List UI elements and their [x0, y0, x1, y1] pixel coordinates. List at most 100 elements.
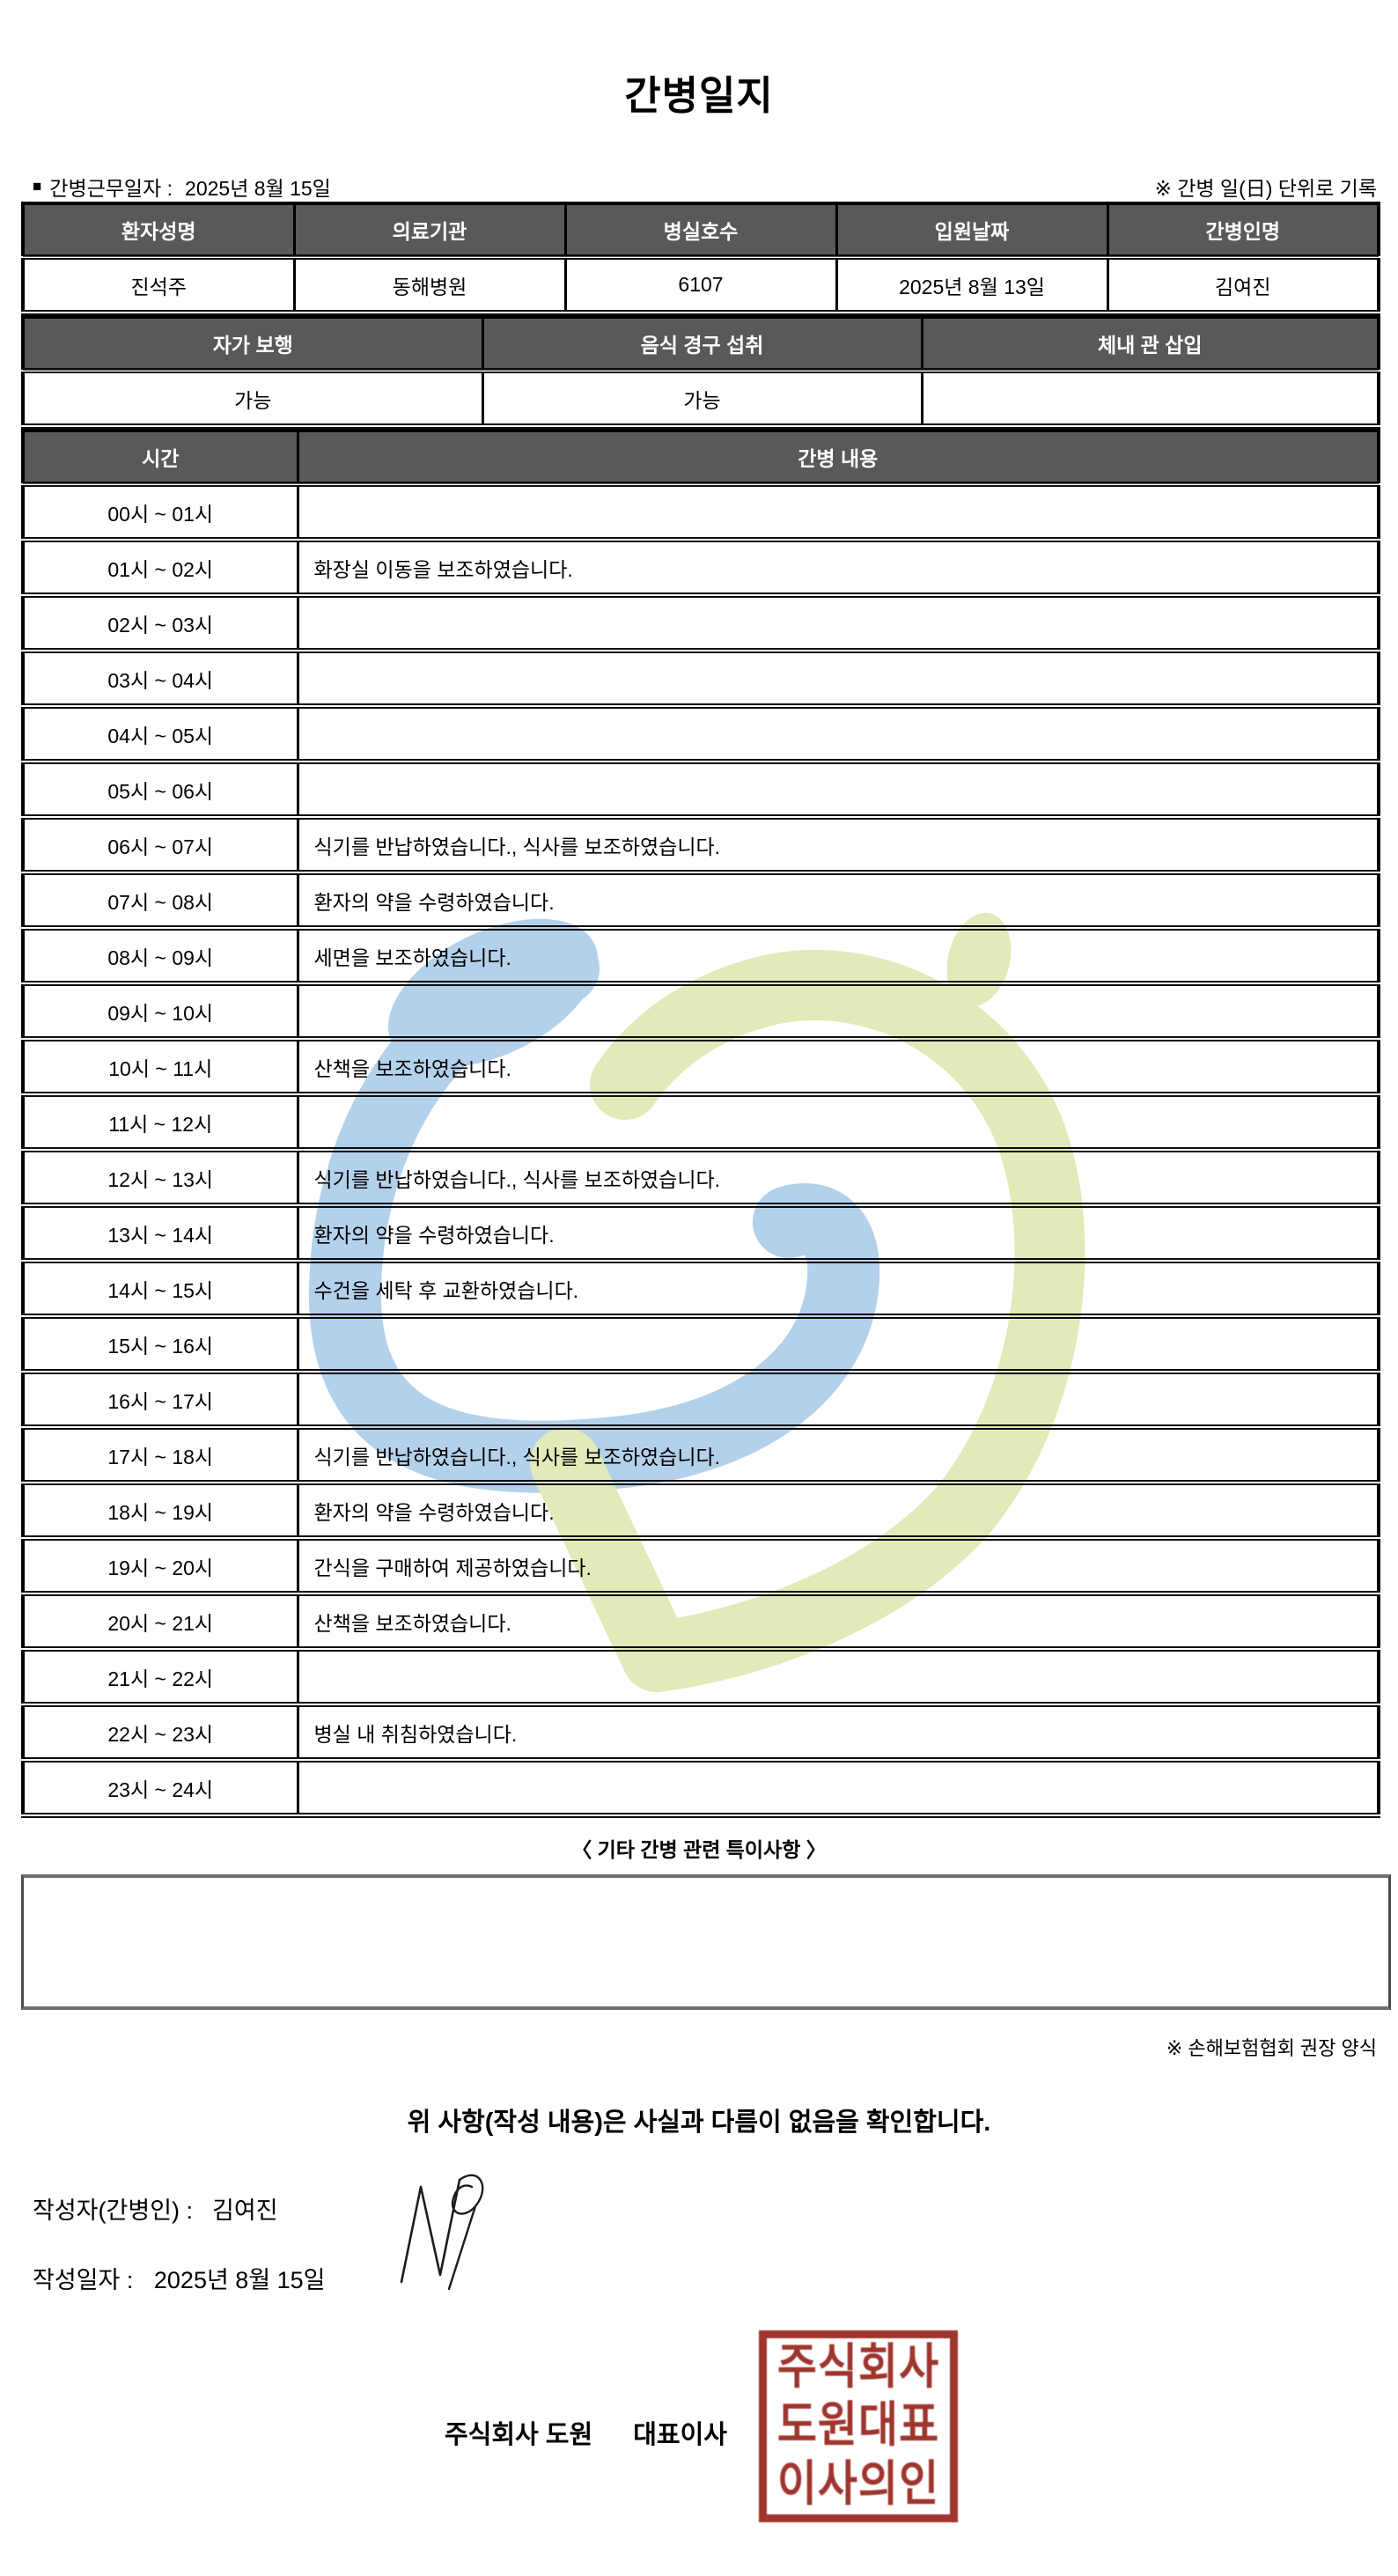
care-content: 환자의 약을 수령하였습니다.	[296, 1203, 1380, 1263]
unit-note: ※ 간병 일(日) 단위로 기록	[1154, 177, 1377, 200]
care-content: 식기를 반납하였습니다., 식사를 보조하였습니다.	[296, 815, 1380, 875]
care-content	[296, 1370, 1380, 1430]
page-title: 간병일지	[624, 73, 774, 118]
timesheet-row: 02시 ~ 03시	[21, 593, 1380, 653]
care-content: 식기를 반납하였습니다., 식사를 보조하였습니다.	[296, 1148, 1380, 1208]
care-content	[296, 593, 1380, 653]
writer-label: 작성자(간병인) :	[33, 2197, 194, 2224]
timesheet-row: 18시 ~ 19시 환자의 약을 수령하였습니다.	[21, 1481, 1380, 1541]
time-range: 23시 ~ 24시	[21, 1758, 299, 1818]
medical-institution-value: 동해병원	[292, 255, 567, 315]
time-range: 14시 ~ 15시	[21, 1259, 299, 1319]
admission-date-value: 2025년 8월 13일	[835, 255, 1109, 315]
timesheet-row: 11시 ~ 12시	[21, 1093, 1380, 1152]
seal-text-row: 도원대표	[776, 2399, 940, 2453]
condition-table: 자가 보행 음식 경구 섭취 체내 관 삽입 가능 가능	[21, 315, 1380, 429]
timesheet-body: 00시 ~ 01시 01시 ~ 02시 화장실 이동을 보조하였습니다. 02시…	[21, 482, 1380, 1818]
time-range: 15시 ~ 16시	[21, 1314, 299, 1374]
care-content	[296, 649, 1380, 709]
patient-info-table: 환자성명 의료기관 병실호수 입원날짜 간병인명 진석주 동해병원 6107 2…	[21, 202, 1380, 315]
timesheet-row: 23시 ~ 24시	[21, 1758, 1380, 1818]
writer-line: 작성자(간병인) : 김여진	[33, 2191, 1398, 2226]
special-notes-box	[21, 1874, 1391, 2010]
duty-date-label: 간병근무일자 :	[49, 177, 173, 200]
oral-intake-value: 가능	[481, 369, 923, 429]
care-content	[296, 704, 1380, 764]
timesheet-row: 09시 ~ 10시	[21, 982, 1380, 1041]
recommended-form-note: ※ 손해보험협회 권장 양식	[1166, 2037, 1377, 2059]
time-range: 06시 ~ 07시	[21, 815, 299, 875]
time-range: 18시 ~ 19시	[21, 1481, 299, 1541]
timesheet-row: 00시 ~ 01시	[21, 482, 1380, 542]
time-range: 01시 ~ 02시	[21, 538, 299, 598]
condition-header-row: 자가 보행 음식 경구 섭취 체내 관 삽입	[21, 315, 1380, 373]
seal-text-row: 주식회사	[776, 2340, 940, 2395]
timesheet-row: 01시 ~ 02시 화장실 이동을 보조하였습니다.	[21, 538, 1380, 598]
medical-institution-header: 의료기관	[292, 202, 567, 260]
time-range: 11시 ~ 12시	[21, 1093, 299, 1152]
timesheet-row: 08시 ~ 09시 세면을 보조하였습니다.	[21, 926, 1380, 986]
seal-text-row: 이사의인	[776, 2457, 940, 2512]
room-number-value: 6107	[563, 255, 838, 315]
self-walking-header: 자가 보행	[21, 315, 484, 373]
time-range: 22시 ~ 23시	[21, 1703, 299, 1763]
care-content-column-header: 간병 내용	[296, 429, 1380, 487]
care-content	[296, 1647, 1380, 1707]
care-content: 환자의 약을 수령하였습니다.	[296, 871, 1380, 931]
patient-info-value-row: 진석주 동해병원 6107 2025년 8월 13일 김여진	[21, 255, 1380, 315]
timesheet-row: 06시 ~ 07시 식기를 반납하였습니다., 식사를 보조하였습니다.	[21, 815, 1380, 875]
timesheet-row: 12시 ~ 13시 식기를 반납하였습니다., 식사를 보조하였습니다.	[21, 1148, 1380, 1208]
room-number-header: 병실호수	[563, 202, 838, 260]
time-range: 13시 ~ 14시	[21, 1203, 299, 1263]
written-date-label: 작성일자 :	[33, 2267, 134, 2293]
care-content: 산책을 보조하였습니다.	[296, 1592, 1380, 1652]
patient-name-header: 환자성명	[21, 202, 296, 260]
patient-info-header-row: 환자성명 의료기관 병실호수 입원날짜 간병인명	[21, 202, 1380, 260]
time-range: 17시 ~ 18시	[21, 1425, 299, 1485]
time-range: 21시 ~ 22시	[21, 1647, 299, 1707]
care-content	[296, 982, 1380, 1041]
self-walking-value: 가능	[21, 369, 484, 429]
caregiver-name-header: 간병인명	[1106, 202, 1380, 260]
timesheet-header-row: 시간 간병 내용	[21, 429, 1380, 487]
oral-intake-header: 음식 경구 섭취	[481, 315, 923, 373]
corporate-seal-stamp: 주식회사 도원대표 이사의인	[759, 2330, 958, 2522]
time-range: 19시 ~ 20시	[21, 1536, 299, 1596]
timesheet-table: 시간 간병 내용 00시 ~ 01시 01시 ~ 02시 화장실 이동을 보조하…	[21, 429, 1380, 1818]
special-notes-caption: 〈 기타 간병 관련 특이사항 〉	[571, 1838, 827, 1861]
care-content	[296, 482, 1380, 542]
care-content	[296, 1758, 1380, 1818]
time-range: 10시 ~ 11시	[21, 1037, 299, 1097]
caregiver-name-value: 김여진	[1106, 255, 1380, 315]
care-content: 산책을 보조하였습니다.	[296, 1037, 1380, 1097]
time-range: 05시 ~ 06시	[21, 760, 299, 820]
timesheet-row: 04시 ~ 05시	[21, 704, 1380, 764]
written-date-line: 작성일자 : 2025년 8월 15일	[33, 2261, 1398, 2295]
time-range: 16시 ~ 17시	[21, 1370, 299, 1430]
care-content: 간식을 구매하여 제공하였습니다.	[296, 1536, 1380, 1596]
time-range: 07시 ~ 08시	[21, 871, 299, 931]
timesheet-row: 15시 ~ 16시	[21, 1314, 1380, 1374]
time-range: 03시 ~ 04시	[21, 649, 299, 709]
time-range: 09시 ~ 10시	[21, 982, 299, 1041]
duty-date-line: ■ 간병근무일자 : 2025년 8월 15일	[33, 172, 331, 202]
tube-insertion-header: 체내 관 삽입	[920, 315, 1380, 373]
duty-date-value: 2025년 8월 15일	[185, 177, 331, 200]
time-column-header: 시간	[21, 429, 299, 487]
care-content: 환자의 약을 수령하였습니다.	[296, 1481, 1380, 1541]
timesheet-row: 13시 ~ 14시 환자의 약을 수령하였습니다.	[21, 1203, 1380, 1263]
handwritten-signature	[400, 2174, 484, 2291]
admission-date-header: 입원날짜	[835, 202, 1109, 260]
care-content	[296, 1314, 1380, 1374]
condition-value-row: 가능 가능	[21, 369, 1380, 429]
written-date-value: 2025년 8월 15일	[153, 2267, 326, 2293]
timesheet-row: 21시 ~ 22시	[21, 1647, 1380, 1707]
timesheet-row: 22시 ~ 23시 병실 내 취침하였습니다.	[21, 1703, 1380, 1763]
confirmation-statement: 위 사항(작성 내용)은 사실과 다름이 없음을 확인합니다.	[407, 2109, 991, 2137]
writer-name: 김여진	[212, 2197, 278, 2224]
timesheet-row: 10시 ~ 11시 산책을 보조하였습니다.	[21, 1037, 1380, 1097]
patient-name-value: 진석주	[21, 255, 296, 315]
timesheet-row: 03시 ~ 04시	[21, 649, 1380, 709]
care-content	[296, 1093, 1380, 1152]
